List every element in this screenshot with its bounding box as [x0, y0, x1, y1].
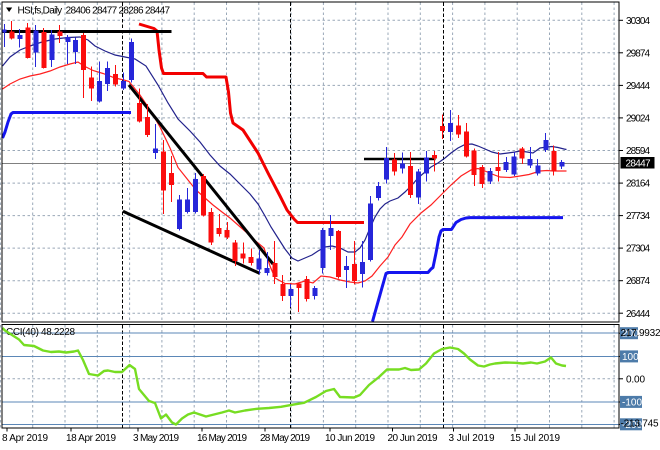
- svg-text:CCI(40) 48.2228: CCI(40) 48.2228: [6, 327, 75, 338]
- svg-text:30304: 30304: [626, 16, 650, 27]
- svg-text:200: 200: [622, 329, 639, 340]
- svg-text:-100: -100: [622, 397, 642, 408]
- svg-text:29444: 29444: [626, 81, 650, 92]
- svg-text:16 May 2019: 16 May 2019: [197, 433, 247, 444]
- svg-text:27304: 27304: [626, 244, 650, 255]
- svg-text:217.9932: 217.9932: [621, 328, 660, 339]
- svg-text:27734: 27734: [626, 211, 650, 222]
- svg-text:3 Jul 2019: 3 Jul 2019: [449, 433, 495, 444]
- svg-text:0.00: 0.00: [626, 374, 645, 385]
- svg-text:-213.745: -213.745: [621, 419, 659, 430]
- svg-text:18 Apr 2019: 18 Apr 2019: [66, 433, 116, 444]
- svg-text:28594: 28594: [626, 146, 650, 157]
- svg-text:HSI,fs,Daily 28406 28477 2828: HSI,fs,Daily 28406 28477 28286 28447: [18, 6, 171, 17]
- svg-text:20 Jun 2019: 20 Jun 2019: [388, 433, 438, 444]
- svg-text:15 Jul 2019: 15 Jul 2019: [510, 433, 560, 444]
- svg-text:26444: 26444: [626, 309, 650, 320]
- svg-text:28447: 28447: [626, 159, 651, 170]
- svg-text:3 May 2019: 3 May 2019: [133, 433, 179, 444]
- svg-text:28164: 28164: [626, 179, 650, 190]
- svg-text:29874: 29874: [626, 48, 650, 59]
- svg-text:100: 100: [622, 352, 639, 363]
- svg-text:29024: 29024: [626, 113, 650, 124]
- svg-text:10 Jun 2019: 10 Jun 2019: [325, 433, 375, 444]
- svg-text:-200: -200: [622, 420, 642, 431]
- svg-text:28 May 2019: 28 May 2019: [260, 433, 310, 444]
- svg-text:8 Apr 2019: 8 Apr 2019: [2, 433, 48, 444]
- svg-text:26874: 26874: [626, 276, 650, 287]
